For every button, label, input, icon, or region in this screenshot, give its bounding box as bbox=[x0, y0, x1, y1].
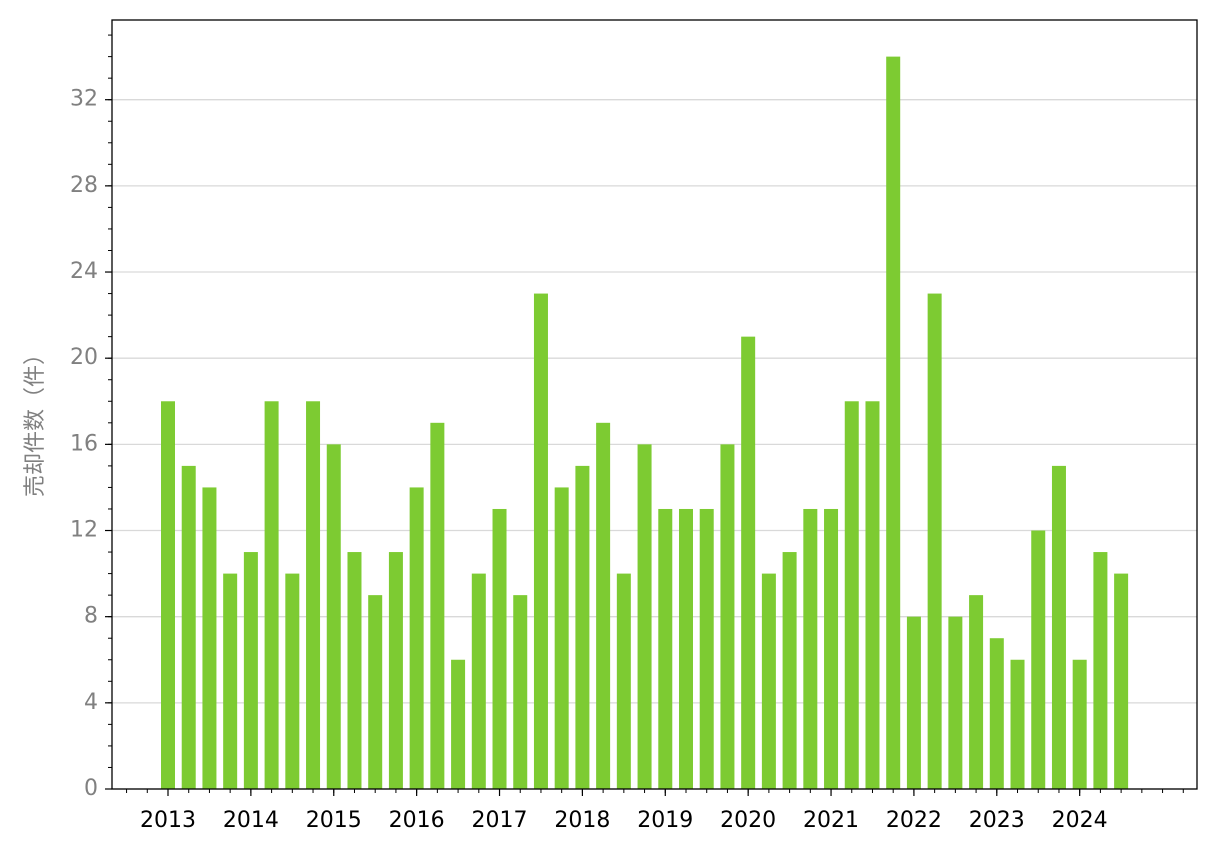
bar bbox=[761, 573, 776, 789]
y-tick-label: 24 bbox=[70, 259, 98, 284]
x-tick-label: 2015 bbox=[306, 808, 362, 833]
bar bbox=[1031, 530, 1046, 789]
y-tick-label: 28 bbox=[70, 173, 98, 198]
bar bbox=[865, 401, 880, 789]
bar bbox=[989, 638, 1004, 789]
x-tick-label: 2019 bbox=[637, 808, 693, 833]
bar bbox=[388, 552, 403, 789]
bar bbox=[886, 56, 901, 790]
x-tick-label: 2023 bbox=[969, 808, 1025, 833]
bar bbox=[513, 595, 528, 789]
bar bbox=[969, 595, 984, 789]
bar bbox=[824, 508, 839, 789]
bar bbox=[658, 508, 673, 789]
bar bbox=[161, 401, 175, 789]
bar bbox=[741, 336, 756, 789]
x-tick-label: 2013 bbox=[140, 808, 196, 833]
bar bbox=[409, 487, 424, 789]
bar bbox=[264, 401, 279, 789]
bar bbox=[1051, 465, 1066, 789]
bar bbox=[596, 422, 611, 789]
x-tick-label: 2014 bbox=[223, 808, 279, 833]
bar bbox=[679, 508, 693, 789]
bar bbox=[1072, 659, 1087, 789]
bar bbox=[637, 444, 652, 789]
bar bbox=[782, 552, 797, 789]
bar bbox=[720, 444, 735, 789]
y-axis-label: 売却件数（件） bbox=[23, 343, 48, 497]
x-tick-label: 2016 bbox=[389, 808, 445, 833]
bar bbox=[1010, 659, 1025, 789]
x-tick-label: 2022 bbox=[886, 808, 942, 833]
bar bbox=[948, 616, 963, 789]
bar bbox=[326, 444, 341, 789]
bar bbox=[285, 573, 300, 789]
x-tick-label: 2021 bbox=[803, 808, 859, 833]
bar bbox=[575, 465, 590, 789]
bar bbox=[492, 508, 507, 789]
x-tick-label: 2017 bbox=[472, 808, 528, 833]
bar bbox=[202, 487, 217, 789]
bar bbox=[306, 401, 321, 789]
bar bbox=[1114, 573, 1129, 789]
x-tick-label: 2020 bbox=[720, 808, 776, 833]
bar bbox=[223, 573, 238, 789]
bar bbox=[451, 659, 466, 789]
bar bbox=[554, 487, 569, 789]
y-tick-label: 20 bbox=[70, 345, 98, 370]
bar bbox=[616, 573, 631, 789]
bar bbox=[1093, 552, 1108, 789]
bar bbox=[906, 616, 921, 789]
bar bbox=[803, 508, 818, 789]
bar bbox=[243, 552, 258, 789]
bar bbox=[927, 293, 942, 789]
bar bbox=[430, 422, 445, 789]
y-tick-label: 16 bbox=[70, 431, 98, 456]
bar bbox=[181, 465, 196, 789]
bar bbox=[533, 293, 548, 789]
y-tick-label: 12 bbox=[70, 518, 98, 543]
y-tick-label: 32 bbox=[70, 87, 98, 112]
bar bbox=[699, 508, 714, 789]
bar bbox=[368, 595, 383, 789]
y-tick-label: 8 bbox=[84, 604, 98, 629]
y-tick-label: 4 bbox=[84, 690, 98, 715]
bar bbox=[471, 573, 486, 789]
x-tick-label: 2018 bbox=[554, 808, 610, 833]
y-tick-label: 0 bbox=[84, 776, 98, 801]
x-tick-label: 2024 bbox=[1052, 808, 1108, 833]
bar bbox=[347, 552, 362, 789]
bar bbox=[844, 401, 859, 789]
plot-frame bbox=[111, 19, 1198, 790]
